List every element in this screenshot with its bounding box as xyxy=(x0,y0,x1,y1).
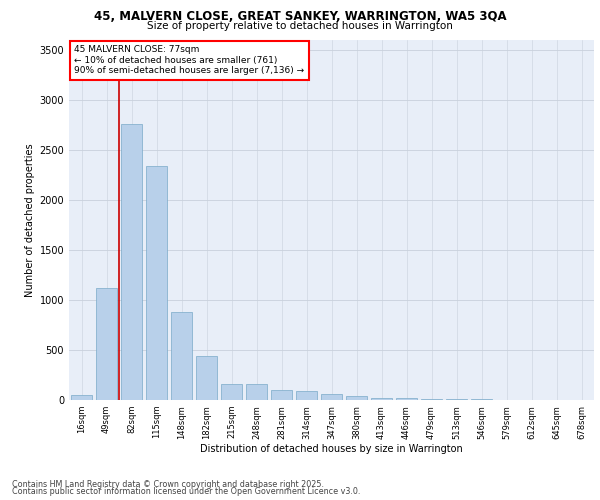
Bar xyxy=(346,396,367,400)
Bar xyxy=(471,399,492,400)
Bar xyxy=(421,399,442,400)
Bar xyxy=(121,124,142,400)
Y-axis label: Number of detached properties: Number of detached properties xyxy=(25,143,35,297)
Bar xyxy=(371,398,392,400)
Bar xyxy=(221,384,242,400)
Bar xyxy=(96,288,117,400)
Text: 45, MALVERN CLOSE, GREAT SANKEY, WARRINGTON, WA5 3QA: 45, MALVERN CLOSE, GREAT SANKEY, WARRING… xyxy=(94,10,506,23)
Bar xyxy=(71,395,92,400)
Bar xyxy=(296,390,317,400)
Bar xyxy=(246,384,267,400)
Bar xyxy=(171,312,192,400)
X-axis label: Distribution of detached houses by size in Warrington: Distribution of detached houses by size … xyxy=(200,444,463,454)
Bar xyxy=(271,390,292,400)
Text: Contains public sector information licensed under the Open Government Licence v3: Contains public sector information licen… xyxy=(12,487,361,496)
Bar xyxy=(321,394,342,400)
Bar xyxy=(146,166,167,400)
Text: Contains HM Land Registry data © Crown copyright and database right 2025.: Contains HM Land Registry data © Crown c… xyxy=(12,480,324,489)
Bar xyxy=(396,398,417,400)
Bar xyxy=(446,399,467,400)
Text: 45 MALVERN CLOSE: 77sqm
← 10% of detached houses are smaller (761)
90% of semi-d: 45 MALVERN CLOSE: 77sqm ← 10% of detache… xyxy=(74,46,304,75)
Text: Size of property relative to detached houses in Warrington: Size of property relative to detached ho… xyxy=(147,21,453,31)
Bar xyxy=(196,356,217,400)
